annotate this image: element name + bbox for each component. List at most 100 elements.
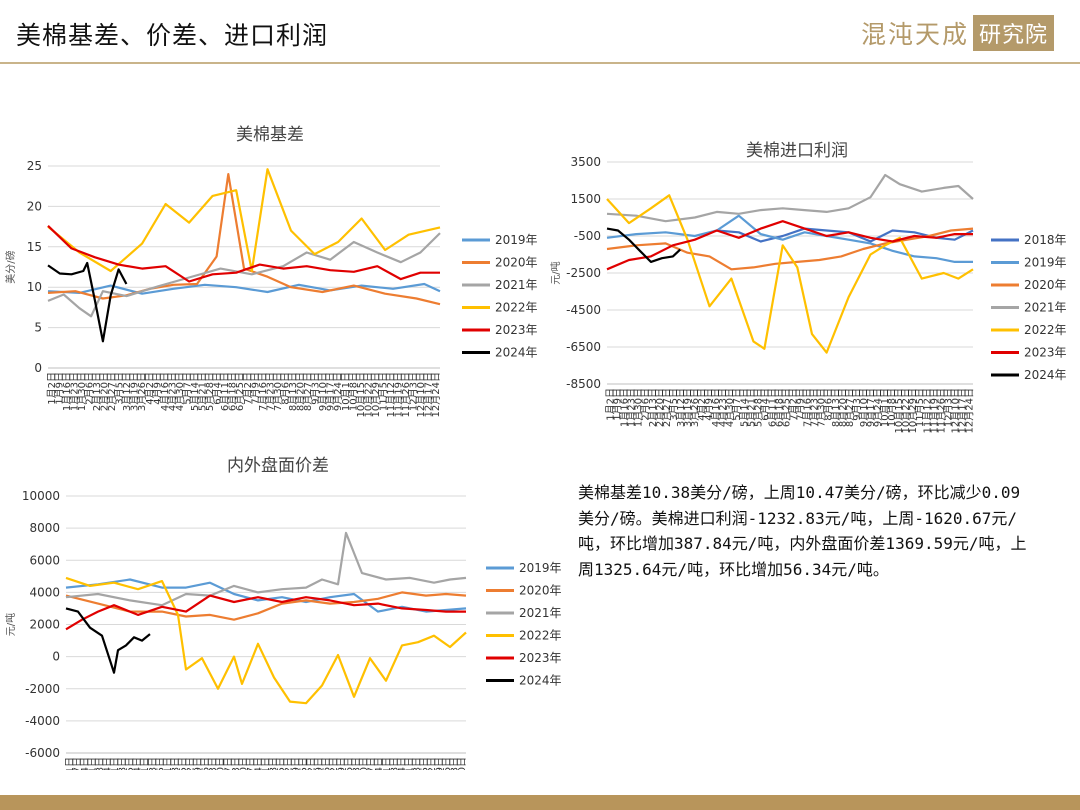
y-tick-label: -8500	[566, 377, 601, 391]
x-tick-label: 8月6日	[823, 388, 835, 421]
series-line-2022	[606, 194, 974, 354]
x-tick-label: 6月11日	[766, 388, 778, 427]
x-tick-label: 11月25日	[418, 757, 430, 770]
x-tick-label: 8月6日	[279, 372, 291, 405]
x-tick-label: 1月16日	[61, 372, 73, 411]
x-tick-label: 12月16日	[441, 757, 453, 770]
x-tick-label: 3月18日	[147, 757, 159, 770]
x-tick-label: 12月24日	[430, 372, 442, 417]
x-tick-label: 7月29日	[290, 757, 302, 770]
x-tick-label: 1月1日	[64, 757, 76, 770]
y-axis-label: 美分/磅	[4, 250, 17, 283]
x-tick-label: 5月28日	[204, 372, 216, 411]
x-tick-label: 8月27日	[302, 372, 314, 411]
legend-label: 2020年	[519, 584, 562, 598]
x-tick-label: 4月29日	[192, 757, 204, 770]
x-tick-label: 3月5日	[114, 372, 126, 405]
x-tick-label: 10月29日	[907, 388, 919, 433]
x-tick-label: 2月13日	[647, 388, 659, 427]
y-tick-label: -500	[574, 229, 601, 243]
legend-label: 2023年	[1024, 346, 1067, 360]
series-line-2020	[606, 227, 974, 271]
x-tick-label: 7月9日	[795, 388, 807, 421]
x-tick-label: 4月23日	[166, 372, 178, 411]
legend-label: 2022年	[495, 301, 538, 315]
x-tick-label: 12月23日	[449, 757, 461, 770]
x-tick-label: 2月20日	[99, 372, 111, 411]
x-tick-label: 4月16日	[159, 372, 171, 411]
series-line-2020	[65, 591, 467, 621]
legend-label: 2024年	[519, 674, 562, 688]
x-tick-label: 5月6日	[200, 757, 212, 770]
x-tick-label: 8月5日	[298, 757, 310, 770]
x-tick-label: 12月17日	[423, 372, 435, 417]
y-tick-label: -2500	[566, 266, 601, 280]
x-tick-label: 11月12日	[921, 388, 933, 433]
x-tick-label: 9月24日	[332, 372, 344, 411]
x-tick-label: 1月9日	[53, 372, 65, 405]
x-tick-label: 7月23日	[809, 388, 821, 427]
x-tick-label: 11月5日	[377, 372, 389, 411]
x-tick-label: 11月19日	[393, 372, 405, 417]
x-tick-label: 6月18日	[227, 372, 239, 411]
series-line-2024	[606, 227, 681, 264]
x-tick-label: 4月23日	[717, 388, 729, 427]
logo-box: 研究院	[972, 15, 1054, 51]
y-tick-label: 25	[27, 159, 42, 173]
x-tick-label: 9月3日	[310, 372, 322, 405]
x-tick-label: 10月22日	[362, 372, 374, 417]
x-tick-label: 2月27日	[106, 372, 118, 411]
series-line-2022	[65, 576, 467, 705]
x-tick-label: 1月9日	[612, 388, 624, 421]
x-tick-label: 10月15日	[355, 372, 367, 417]
y-tick-label: 15	[27, 240, 42, 254]
x-tick-label: 1月23日	[626, 388, 638, 427]
x-tick-label: 1月7日	[71, 757, 83, 770]
x-tick-label: 8月20日	[295, 372, 307, 411]
x-tick-label: 8月20日	[837, 388, 849, 427]
y-tick-label: 20	[27, 199, 42, 213]
x-tick-label: 6月4日	[212, 372, 224, 405]
x-tick-label: 10月1日	[340, 372, 352, 411]
x-tick-label: 3月19日	[129, 372, 141, 411]
x-tick-label: 2月6日	[83, 372, 95, 405]
summary-text: 美棉基差10.38美分/磅，上周10.47美分/磅，环比减少0.09美分/磅。美…	[578, 483, 1027, 579]
x-tick-label: 6月18日	[773, 388, 785, 427]
x-tick-label: 6月10日	[237, 757, 249, 770]
x-tick-label: 8月26日	[320, 757, 332, 770]
x-tick-label: 6月3日	[230, 757, 242, 770]
x-tick-label: 8月19日	[313, 757, 325, 770]
x-tick-label: 11月4日	[396, 757, 408, 770]
x-tick-label: 2月18日	[117, 757, 129, 770]
series-line-2023	[65, 594, 466, 631]
x-tick-label: 9月17日	[325, 372, 337, 411]
x-tick-label: 7月23日	[264, 372, 276, 411]
series-line-2023	[606, 220, 973, 271]
x-tick-label: 12月24日	[963, 388, 975, 433]
x-tick-label: 8月13日	[830, 388, 842, 427]
x-tick-label: 9月24日	[872, 388, 884, 427]
x-tick-label: 4月30日	[724, 388, 736, 427]
x-tick-label: 5月7日	[731, 388, 743, 421]
x-tick-label: 10月15日	[893, 388, 905, 433]
x-tick-label: 10月8日	[347, 372, 359, 411]
x-tick-label: 5月20日	[215, 757, 227, 770]
x-tick-label: 7月22日	[283, 757, 295, 770]
x-tick-label: 12月10日	[415, 372, 427, 417]
x-tick-label: 1月2日	[46, 372, 58, 405]
x-tick-label: 9月3日	[851, 388, 863, 421]
x-tick-label: 2月25日	[124, 757, 136, 770]
x-tick-label: 9月23日	[351, 757, 363, 770]
x-tick-label: 1月14日	[79, 757, 91, 770]
logo-text: 混沌天成	[860, 20, 969, 49]
x-tick-label: 2月11日	[109, 757, 121, 770]
page-title: 美棉基差、价差、进口利润	[16, 21, 329, 50]
x-tick-label: 11月12日	[385, 372, 397, 417]
x-tick-label: 8月27日	[844, 388, 856, 427]
series-line-2024	[65, 607, 151, 674]
x-tick-label: 7月2日	[242, 372, 254, 405]
x-tick-label: 9月10日	[317, 372, 329, 411]
chart-title: 美棉基差	[236, 125, 304, 145]
x-tick-label: 11月5日	[914, 388, 926, 427]
